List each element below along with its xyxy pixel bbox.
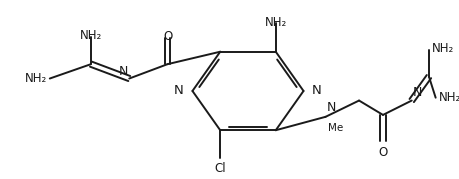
Text: N: N <box>326 101 335 114</box>
Text: NH₂: NH₂ <box>437 91 459 104</box>
Text: O: O <box>378 146 387 159</box>
Text: NH₂: NH₂ <box>264 16 286 29</box>
Text: N: N <box>312 84 321 98</box>
Text: O: O <box>162 30 172 43</box>
Text: Cl: Cl <box>214 162 225 175</box>
Text: N: N <box>174 84 184 98</box>
Text: NH₂: NH₂ <box>80 29 102 42</box>
Text: Me: Me <box>328 123 343 133</box>
Text: NH₂: NH₂ <box>431 42 453 55</box>
Text: N: N <box>412 86 421 99</box>
Text: NH₂: NH₂ <box>25 72 47 85</box>
Text: N: N <box>119 65 128 78</box>
